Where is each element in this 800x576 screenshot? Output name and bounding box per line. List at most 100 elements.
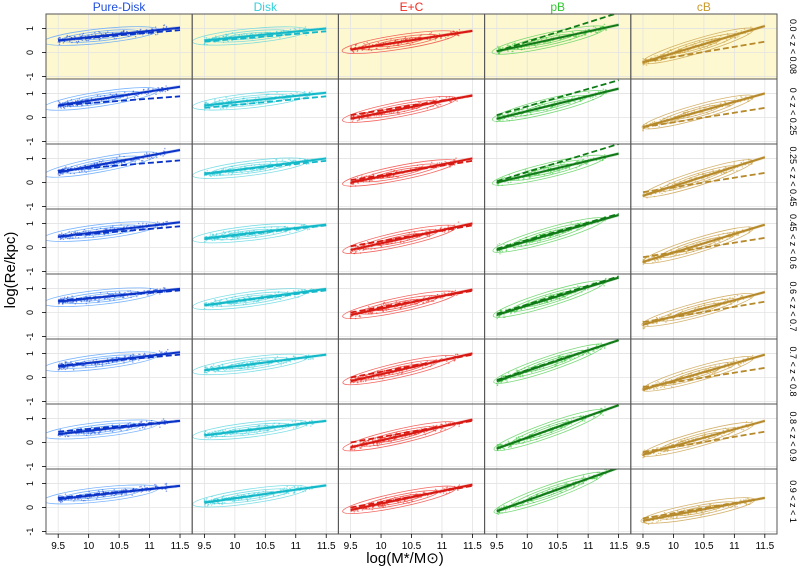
data-point xyxy=(226,99,229,102)
data-point xyxy=(715,42,718,44)
data-point xyxy=(106,228,108,230)
data-point xyxy=(350,251,352,254)
data-point xyxy=(305,163,308,166)
data-point xyxy=(303,90,306,93)
data-point xyxy=(141,159,144,162)
data-point xyxy=(90,299,93,301)
data-point xyxy=(687,110,690,113)
data-point xyxy=(236,237,239,240)
data-point xyxy=(365,180,367,182)
data-point xyxy=(666,57,669,59)
data-point xyxy=(203,174,206,177)
data-point xyxy=(213,238,216,241)
data-point xyxy=(556,104,559,107)
data-point xyxy=(726,39,728,41)
data-point xyxy=(539,233,541,236)
data-point xyxy=(531,241,533,244)
data-point xyxy=(244,166,246,168)
data-point xyxy=(401,39,403,41)
data-point xyxy=(498,242,501,245)
data-point xyxy=(669,189,671,192)
data-point xyxy=(147,223,150,226)
data-point xyxy=(247,296,250,298)
data-point xyxy=(528,46,530,48)
data-point xyxy=(576,228,578,231)
data-point xyxy=(215,232,218,235)
data-point xyxy=(63,296,66,299)
data-point xyxy=(642,64,645,66)
data-point xyxy=(110,166,113,168)
data-point xyxy=(449,166,451,168)
data-point xyxy=(692,243,694,245)
data-point xyxy=(605,89,607,91)
data-point xyxy=(276,227,278,229)
data-point xyxy=(227,172,230,175)
data-point xyxy=(663,256,665,259)
data-point xyxy=(429,229,431,232)
data-point xyxy=(741,166,744,168)
data-point xyxy=(747,100,749,102)
data-point xyxy=(697,181,699,183)
data-point xyxy=(427,301,430,303)
data-point xyxy=(109,93,112,96)
data-point xyxy=(569,36,571,38)
data-point xyxy=(265,94,268,96)
data-point xyxy=(59,174,61,176)
data-point xyxy=(502,46,504,49)
data-point xyxy=(154,26,157,28)
data-point xyxy=(684,111,686,114)
data-point xyxy=(237,38,239,40)
data-point xyxy=(62,297,64,299)
data-point xyxy=(524,244,527,246)
data-point xyxy=(78,98,81,100)
data-point xyxy=(642,130,644,132)
data-point xyxy=(285,94,287,96)
data-point xyxy=(375,312,378,314)
data-point xyxy=(290,92,292,95)
data-point xyxy=(115,37,117,40)
data-point xyxy=(558,235,561,237)
data-point xyxy=(693,110,696,112)
data-point xyxy=(354,317,357,320)
data-point xyxy=(246,98,248,101)
data-point xyxy=(677,114,679,117)
data-point xyxy=(208,174,211,177)
data-point xyxy=(65,166,67,168)
data-point xyxy=(349,316,352,319)
data-point xyxy=(678,48,680,50)
data-point xyxy=(210,175,213,177)
data-point xyxy=(82,32,85,35)
data-point xyxy=(438,33,441,35)
data-point xyxy=(230,165,233,168)
data-point xyxy=(735,97,738,99)
data-point xyxy=(114,292,117,294)
data-point xyxy=(59,238,62,240)
data-point xyxy=(403,110,406,113)
data-point xyxy=(355,250,358,252)
data-point xyxy=(723,41,725,43)
data-point xyxy=(69,172,72,175)
data-point xyxy=(393,44,395,46)
data-point xyxy=(274,292,276,294)
data-point xyxy=(390,242,392,244)
data-point xyxy=(419,101,422,104)
data-point xyxy=(353,252,356,255)
data-point xyxy=(210,40,212,43)
data-point xyxy=(291,33,293,35)
data-point xyxy=(511,43,514,45)
data-point xyxy=(497,184,499,187)
data-point xyxy=(203,43,206,46)
data-point xyxy=(657,260,659,262)
data-point xyxy=(60,232,63,234)
data-point xyxy=(555,107,558,109)
data-point xyxy=(601,159,604,161)
data-point xyxy=(659,118,661,121)
data-point xyxy=(426,234,429,236)
data-point xyxy=(389,112,391,114)
data-point xyxy=(725,105,727,107)
data-point xyxy=(162,287,165,289)
data-point xyxy=(678,253,680,256)
data-point xyxy=(204,102,206,104)
data-point xyxy=(241,171,243,174)
data-point xyxy=(720,171,722,174)
